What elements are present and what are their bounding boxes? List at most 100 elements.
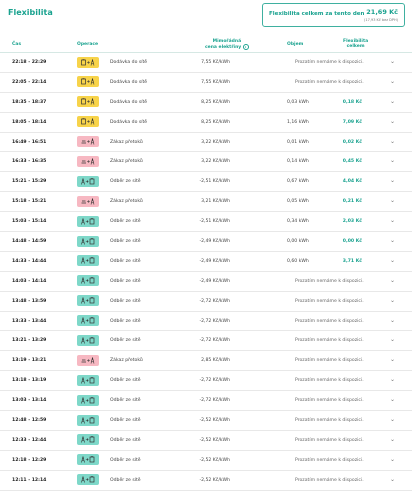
row-time: 13:19 - 13:21 [12,358,47,364]
table-row[interactable]: 15:03 - 15:14 Odběr ze sítě -2,51 Kč/kWh 0,… [0,212,412,233]
table-row[interactable]: 14:03 - 14:14 Odběr ze sítě -2,49 Kč/kWh Pr… [0,272,412,292]
table-row[interactable]: 16:49 - 16:51 Zákaz přetoků 3,22 Kč/kWh 0,0… [0,133,412,153]
row-time: 15:03 - 15:14 [12,219,47,225]
table-row[interactable]: 18:35 - 18:37 Dodávka do sítě 8,25 Kč/kWh 0… [0,93,412,113]
table-row[interactable]: 16:33 - 16:35 Zákaz přetoků 3,22 Kč/kWh 0,1… [0,152,412,173]
chevron-down-icon[interactable]: ⌄ [390,396,396,404]
row-unavailable-note: Prozatím nemáme k dispozici. [295,60,364,65]
row-volume: 0,34 kWh [287,219,309,225]
chevron-down-icon[interactable]: ⌄ [390,475,396,483]
table-row[interactable]: 12:33 - 12:44 Odběr ze sítě -2,52 Kč/kWh Pr… [0,431,412,451]
row-time: 13:33 - 13:44 [12,318,47,324]
col-flex: Flexibilita celkem [343,39,368,49]
row-time: 15:18 - 15:21 [12,199,47,205]
chevron-down-icon[interactable]: ⌄ [390,336,396,344]
chevron-down-icon[interactable]: ⌄ [390,97,396,105]
row-unavailable-note: Prozatím nemáme k dispozici. [295,457,364,463]
chevron-down-icon[interactable]: ⌄ [390,376,396,384]
table-row[interactable]: 15:21 - 15:29 Odběr ze sítě -2,51 Kč/kWh 0,… [0,172,412,193]
grid-blocked-icon [77,136,99,148]
row-price: 7,55 Kč/kWh [201,79,230,85]
table-row[interactable]: 13:48 - 13:59 Odběr ze sítě -2,72 Kč/kWh Pr… [0,292,412,312]
table-row[interactable]: 13:18 - 13:19 Odběr ze sítě -2,72 Kč/kWh Pr… [0,371,412,392]
row-flexibility: 4,04 Kč [342,179,362,185]
flex-table-body: 22:18 - 22:29 Dodávka do sítě 7,55 Kč/kWh P… [0,53,412,491]
col-flex-line1: Flexibilita [343,39,369,44]
col-volume: Objem [287,42,304,47]
table-row[interactable]: 22:18 - 22:29 Dodávka do sítě 7,55 Kč/kWh P… [0,53,412,73]
row-operation-label: Odběr ze sítě [110,298,141,304]
col-price: Mimořádná cena elektřiny i [205,39,249,50]
row-price: -2,72 Kč/kWh [199,398,230,404]
col-flex-line2: celkem [346,44,365,49]
row-operation-label: Odběr ze sítě [110,338,141,344]
row-unavailable-note: Prozatím nemáme k dispozici. [295,398,364,404]
chevron-down-icon[interactable]: ⌄ [390,197,396,205]
table-row[interactable]: 13:33 - 13:44 Odběr ze sítě -2,72 Kč/kWh Pr… [0,312,412,332]
table-row[interactable]: 15:18 - 15:21 Zákaz přetoků 3,21 Kč/kWh 0,0… [0,192,412,213]
chevron-down-icon[interactable]: ⌄ [390,356,396,364]
chevron-down-icon[interactable]: ⌄ [390,237,396,245]
chevron-down-icon[interactable]: ⌄ [390,58,396,65]
table-row[interactable]: 14:33 - 14:44 Odběr ze sítě -2,49 Kč/kWh 0,… [0,252,412,272]
col-price-line1: Mimořádná [212,39,242,44]
table-row[interactable]: 14:48 - 14:59 Odběr ze sítě -2,49 Kč/kWh 0,… [0,232,412,252]
row-time: 12:11 - 12:14 [12,477,47,483]
row-flexibility: 0,18 Kč [342,99,362,105]
grid-blocked-icon [77,354,99,366]
row-price: 3,22 Kč/kWh [201,159,230,165]
row-time: 14:33 - 14:44 [12,258,47,264]
grid-to-battery-icon [77,255,99,267]
row-flexibility: 0,45 Kč [342,159,362,165]
row-time: 13:48 - 13:59 [12,298,47,304]
row-price: 3,21 Kč/kWh [201,199,230,205]
row-time: 13:18 - 13:19 [12,378,47,384]
chevron-down-icon[interactable]: ⌄ [390,217,396,225]
chevron-down-icon[interactable]: ⌄ [390,157,396,165]
row-volume: 0,14 kWh [287,159,309,165]
row-unavailable-note: Prozatím nemáme k dispozici. [295,318,364,324]
table-row[interactable]: 13:21 - 13:29 Odběr ze sítě -2,72 Kč/kWh Pr… [0,331,412,352]
chevron-down-icon[interactable]: ⌄ [390,316,396,324]
row-operation-label: Odběr ze sítě [110,457,141,463]
chevron-down-icon[interactable]: ⌄ [390,177,396,185]
row-flexibility: 7,09 Kč [342,119,362,125]
table-row[interactable]: 12:18 - 12:29 Odběr ze sítě -2,52 Kč/kWh Pr… [0,451,412,471]
grid-blocked-icon [77,195,99,207]
table-row[interactable]: 18:05 - 18:14 Dodávka do sítě 8,25 Kč/kWh 1… [0,113,412,133]
chevron-down-icon[interactable]: ⌄ [390,455,396,463]
chevron-down-icon[interactable]: ⌄ [390,117,396,125]
col-price-line2: cena elektřiny [205,45,242,50]
row-price: -2,51 Kč/kWh [199,219,230,225]
chevron-down-icon[interactable]: ⌄ [390,137,396,145]
chevron-down-icon[interactable]: ⌄ [390,296,396,304]
grid-to-battery-icon [77,235,99,247]
grid-to-battery-icon [77,474,99,486]
table-row[interactable]: 12:48 - 12:59 Odběr ze sítě -2,52 Kč/kWh Pr… [0,411,412,431]
chevron-down-icon[interactable]: ⌄ [390,276,396,284]
row-operation-label: Odběr ze sítě [110,477,141,483]
row-operation-label: Odběr ze sítě [110,219,141,225]
chevron-down-icon[interactable]: ⌄ [390,256,396,264]
chevron-down-icon[interactable]: ⌄ [390,416,396,424]
row-price: -2,52 Kč/kWh [199,418,230,424]
chevron-down-icon[interactable]: ⌄ [390,77,396,85]
row-flexibility: 0,21 Kč [342,199,362,205]
grid-to-battery-icon [77,334,99,346]
row-time: 22:18 - 22:29 [12,60,47,65]
info-icon[interactable]: i [242,44,249,50]
row-price: -2,49 Kč/kWh [199,278,230,284]
battery-to-grid-icon [77,56,99,68]
table-row[interactable]: 13:03 - 13:14 Odběr ze sítě -2,72 Kč/kWh Pr… [0,391,412,412]
row-time: 12:48 - 12:59 [12,418,47,424]
row-flexibility: 2,03 Kč [342,219,362,225]
row-operation-label: Dodávka do sítě [110,60,148,65]
col-operation: Operace [77,42,99,47]
table-row[interactable]: 12:11 - 12:14 Odběr ze sítě -2,52 Kč/kWh Pr… [0,471,412,491]
table-row[interactable]: 22:05 - 22:14 Dodávka do sítě 7,55 Kč/kWh P… [0,73,412,93]
row-time: 13:03 - 13:14 [12,398,47,404]
battery-to-grid-icon [77,96,99,108]
chevron-down-icon[interactable]: ⌄ [390,435,396,443]
row-price: -2,72 Kč/kWh [199,378,230,384]
table-row[interactable]: 13:19 - 13:21 Zákaz přetoků 2,85 Kč/kWh Pro… [0,351,412,372]
